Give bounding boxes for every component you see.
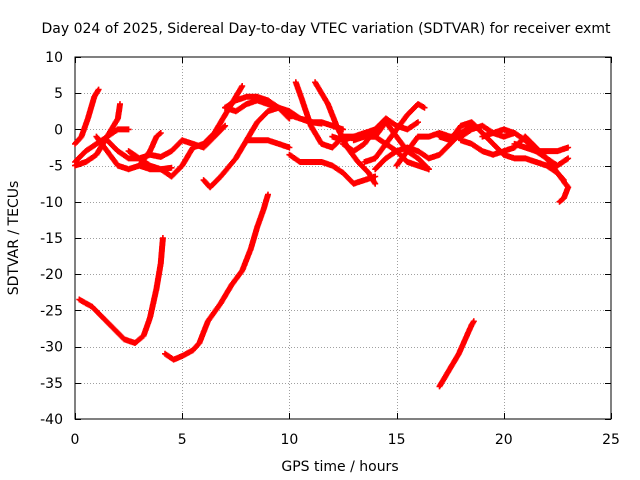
y-tick-label: -30 (40, 340, 63, 356)
data-point-markers (436, 318, 477, 390)
data-point-markers (72, 126, 132, 165)
y-axis-label: SDTVAR / TECUs (6, 181, 22, 296)
data-point-markers (72, 86, 102, 147)
y-tick-label: -5 (49, 159, 63, 175)
y-tick-label: -15 (40, 231, 63, 247)
chart-title: Day 024 of 2025, Sidereal Day-to-day VTE… (42, 21, 612, 37)
x-tick-label: 20 (495, 432, 513, 448)
data-point-markers (162, 191, 271, 363)
data-series-track-7 (136, 162, 175, 173)
x-tick-label: 25 (602, 432, 620, 448)
data-point-markers (393, 122, 518, 169)
y-tick-label: 10 (45, 50, 63, 66)
data-point-markers (76, 235, 166, 346)
data-series-track-25 (556, 184, 572, 205)
data-series-track-24 (511, 140, 572, 155)
data-series-track-6 (125, 122, 229, 162)
x-axis-tick-labels: 0 5 10 15 20 25 (71, 432, 620, 448)
data-point-markers (511, 140, 572, 155)
data-series-track-3 (72, 126, 132, 165)
data-point-markers (286, 151, 379, 187)
x-axis-label: GPS time / hours (281, 459, 398, 475)
y-tick-label: 5 (54, 86, 63, 102)
data-series-track-20 (393, 122, 518, 169)
data-series (72, 79, 572, 390)
y-axis-tick-labels: 10 5 0 -5 -10 -15 -20 -25 -30 -35 -40 (40, 50, 63, 428)
x-tick-label: 10 (280, 432, 298, 448)
y-tick-label: -40 (40, 412, 63, 428)
y-tick-label: -25 (40, 303, 63, 319)
data-point-markers (243, 137, 293, 151)
data-point-markers (125, 122, 229, 162)
data-series-track-27 (162, 191, 271, 363)
grid-lines (75, 57, 611, 419)
data-point-markers (556, 184, 572, 205)
data-series-track-11 (243, 137, 293, 151)
data-series-track-1 (72, 86, 102, 147)
data-series-track-26 (76, 235, 166, 346)
x-tick-label: 0 (71, 432, 80, 448)
y-tick-label: -10 (40, 195, 63, 211)
y-tick-label: -20 (40, 267, 63, 283)
data-series-track-13 (286, 151, 379, 187)
data-series-track-10 (222, 97, 293, 122)
y-tick-label: -35 (40, 376, 63, 392)
data-point-markers (136, 162, 175, 173)
data-series-track-28 (436, 318, 477, 390)
data-point-markers (222, 97, 293, 122)
axis-ticks (75, 57, 612, 420)
y-tick-label: 0 (54, 122, 63, 138)
x-tick-label: 5 (178, 432, 187, 448)
x-tick-label: 15 (388, 432, 406, 448)
